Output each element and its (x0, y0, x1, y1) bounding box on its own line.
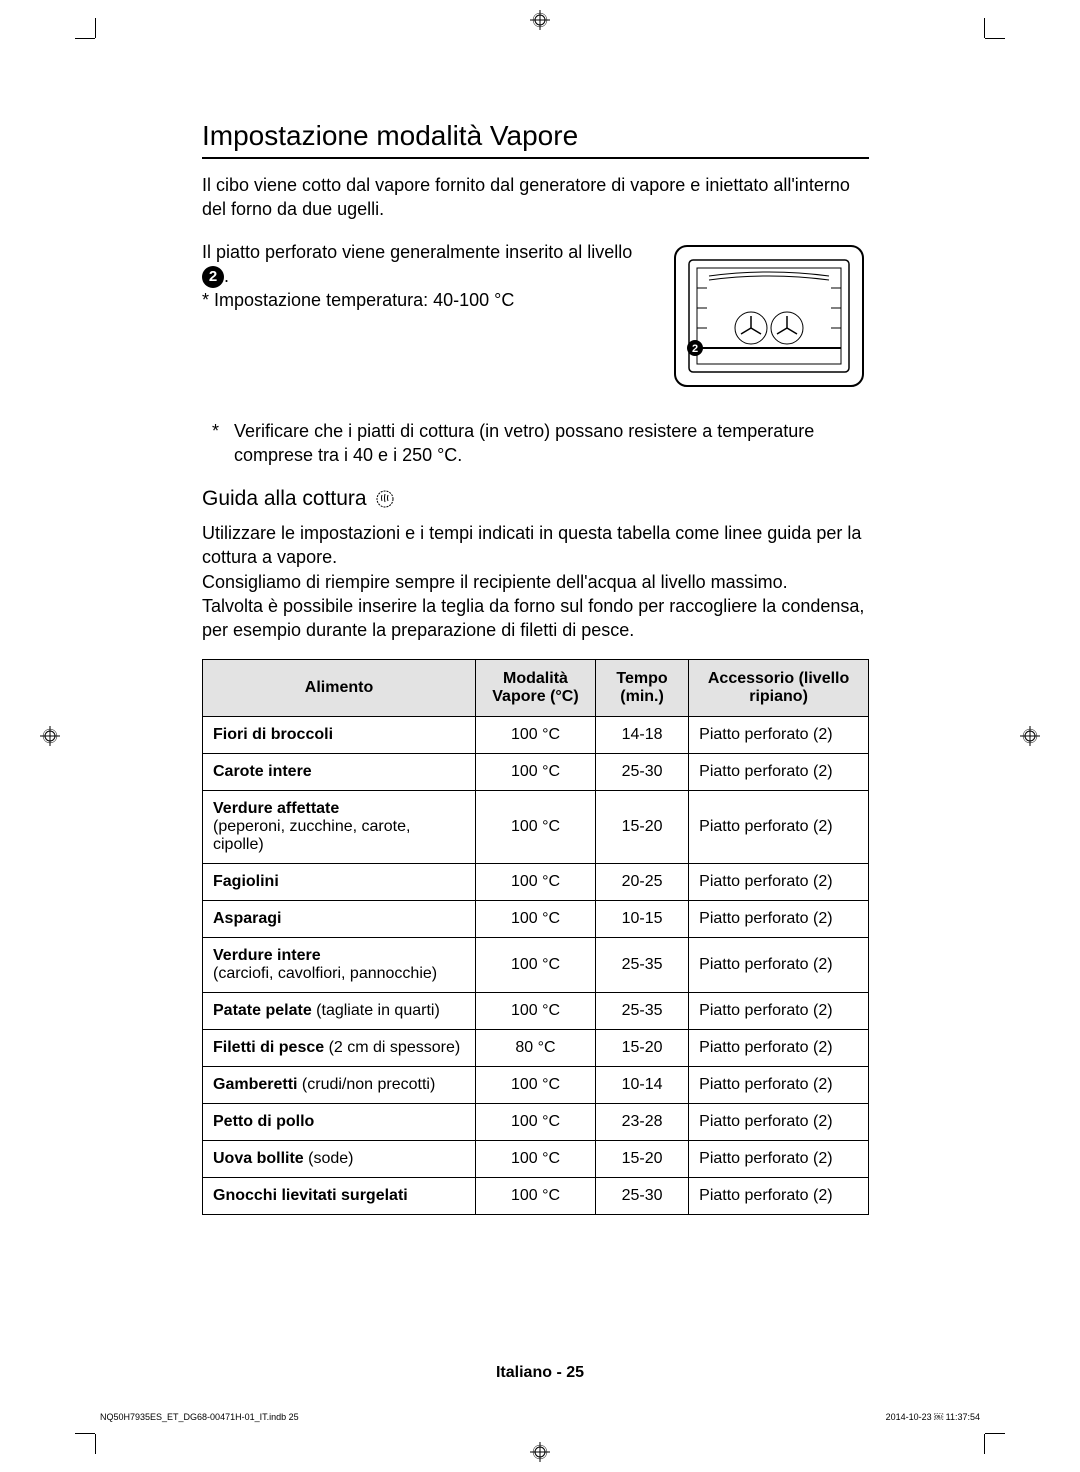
cell-time: 14-18 (595, 716, 688, 753)
cell-mode: 100 °C (476, 863, 596, 900)
cell-food: Carote intere (203, 753, 476, 790)
cell-food: Patate pelate (tagliate in quarti) (203, 992, 476, 1029)
cell-accessory: Piatto perforato (2) (689, 753, 869, 790)
plate-info-text: Il piatto perforato viene generalmente i… (202, 240, 639, 397)
page-content: Impostazione modalità Vapore Il cibo vie… (202, 120, 869, 1215)
footer-meta: NQ50H7935ES_ET_DG68-00471H-01_IT.indb 25… (100, 1412, 980, 1422)
cell-food: Verdure affettate(peperoni, zucchine, ca… (203, 790, 476, 863)
cell-time: 15-20 (595, 790, 688, 863)
cell-accessory: Piatto perforato (2) (689, 1066, 869, 1103)
svg-text:2: 2 (692, 343, 698, 355)
cell-mode: 100 °C (476, 1140, 596, 1177)
cell-food: Petto di pollo (203, 1103, 476, 1140)
cooking-guide-text: Utilizzare le impostazioni e i tempi ind… (202, 521, 869, 642)
th-accessory: Accessorio (livello ripiano) (689, 659, 869, 716)
cell-food: Gnocchi lievitati surgelati (203, 1177, 476, 1214)
level-2-icon: 2 (202, 266, 224, 288)
cell-accessory: Piatto perforato (2) (689, 1029, 869, 1066)
cell-mode: 100 °C (476, 1103, 596, 1140)
table-header-row: Alimento Modalità Vapore (°C) Tempo (min… (203, 659, 869, 716)
cell-mode: 100 °C (476, 937, 596, 992)
table-row: Asparagi100 °C10-15Piatto perforato (2) (203, 900, 869, 937)
plate-text-2: . (224, 266, 229, 286)
steam-icon (375, 489, 395, 509)
cell-mode: 100 °C (476, 716, 596, 753)
cell-time: 10-15 (595, 900, 688, 937)
table-row: Verdure intere(carciofi, cavolfiori, pan… (203, 937, 869, 992)
cell-mode: 100 °C (476, 1066, 596, 1103)
th-mode: Modalità Vapore (°C) (476, 659, 596, 716)
table-row: Verdure affettate(peperoni, zucchine, ca… (203, 790, 869, 863)
cell-mode: 100 °C (476, 900, 596, 937)
table-row: Filetti di pesce (2 cm di spessore)80 °C… (203, 1029, 869, 1066)
cell-time: 25-35 (595, 992, 688, 1029)
cell-mode: 100 °C (476, 790, 596, 863)
cooking-table: Alimento Modalità Vapore (°C) Tempo (min… (202, 659, 869, 1215)
note-asterisk: * (212, 421, 219, 441)
oven-illustration: 2 (669, 240, 869, 397)
guide-text-3: Talvolta è possibile inserire la teglia … (202, 594, 869, 643)
cell-accessory: Piatto perforato (2) (689, 863, 869, 900)
cell-food: Asparagi (203, 900, 476, 937)
cell-time: 23-28 (595, 1103, 688, 1140)
page-footer: Italiano - 25 (0, 1364, 1080, 1382)
cell-mode: 80 °C (476, 1029, 596, 1066)
cell-time: 25-30 (595, 753, 688, 790)
intro-text: Il cibo viene cotto dal vapore fornito d… (202, 173, 869, 222)
crop-mark (965, 38, 985, 58)
cell-time: 20-25 (595, 863, 688, 900)
table-row: Carote intere100 °C25-30Piatto perforato… (203, 753, 869, 790)
table-row: Petto di pollo100 °C23-28Piatto perforat… (203, 1103, 869, 1140)
cell-food: Gamberetti (crudi/non precotti) (203, 1066, 476, 1103)
registration-mark (40, 726, 60, 746)
plate-info-row: Il piatto perforato viene generalmente i… (202, 240, 869, 397)
cell-food: Uova bollite (sode) (203, 1140, 476, 1177)
cell-accessory: Piatto perforato (2) (689, 992, 869, 1029)
cell-mode: 100 °C (476, 992, 596, 1029)
table-row: Gnocchi lievitati surgelati100 °C25-30Pi… (203, 1177, 869, 1214)
cooking-guide-heading: Guida alla cottura (202, 487, 869, 511)
cell-time: 15-20 (595, 1029, 688, 1066)
cell-accessory: Piatto perforato (2) (689, 937, 869, 992)
cell-mode: 100 °C (476, 1177, 596, 1214)
cell-accessory: Piatto perforato (2) (689, 1140, 869, 1177)
table-row: Gamberetti (crudi/non precotti)100 °C10-… (203, 1066, 869, 1103)
cell-food: Verdure intere(carciofi, cavolfiori, pan… (203, 937, 476, 992)
guide-heading-text: Guida alla cottura (202, 487, 367, 511)
th-food: Alimento (203, 659, 476, 716)
registration-mark (530, 10, 550, 30)
table-row: Uova bollite (sode)100 °C15-20Piatto per… (203, 1140, 869, 1177)
cell-food: Fiori di broccoli (203, 716, 476, 753)
cell-food: Filetti di pesce (2 cm di spessore) (203, 1029, 476, 1066)
glass-dish-note: * Verificare che i piatti di cottura (in… (202, 419, 869, 468)
note-text: Verificare che i piatti di cottura (in v… (234, 421, 814, 465)
guide-text-1: Utilizzare le impostazioni e i tempi ind… (202, 521, 869, 570)
registration-mark (530, 1442, 550, 1462)
meta-left: NQ50H7935ES_ET_DG68-00471H-01_IT.indb 25 (100, 1412, 299, 1422)
registration-mark (1020, 726, 1040, 746)
cell-time: 15-20 (595, 1140, 688, 1177)
main-heading: Impostazione modalità Vapore (202, 120, 869, 159)
table-row: Patate pelate (tagliate in quarti)100 °C… (203, 992, 869, 1029)
cell-time: 25-30 (595, 1177, 688, 1214)
table-row: Fagiolini100 °C20-25Piatto perforato (2) (203, 863, 869, 900)
cell-time: 10-14 (595, 1066, 688, 1103)
cell-mode: 100 °C (476, 753, 596, 790)
meta-right: 2014-10-23 ￼ 11:37:54 (886, 1412, 980, 1422)
plate-text-1: Il piatto perforato viene generalmente i… (202, 242, 632, 262)
temp-setting: * Impostazione temperatura: 40-100 °C (202, 288, 639, 312)
cell-food: Fagiolini (203, 863, 476, 900)
crop-mark (95, 38, 115, 58)
th-time: Tempo (min.) (595, 659, 688, 716)
table-row: Fiori di broccoli100 °C14-18Piatto perfo… (203, 716, 869, 753)
cell-accessory: Piatto perforato (2) (689, 1103, 869, 1140)
cell-accessory: Piatto perforato (2) (689, 1177, 869, 1214)
cell-time: 25-35 (595, 937, 688, 992)
guide-text-2: Consigliamo di riempire sempre il recipi… (202, 570, 869, 594)
cell-accessory: Piatto perforato (2) (689, 900, 869, 937)
cell-accessory: Piatto perforato (2) (689, 790, 869, 863)
cell-accessory: Piatto perforato (2) (689, 716, 869, 753)
